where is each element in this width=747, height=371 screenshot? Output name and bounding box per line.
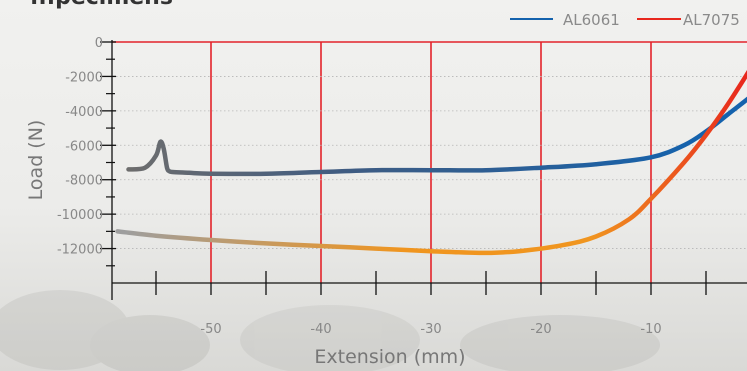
y-tick-label--4000: -4000 [65, 105, 103, 120]
y-axis-ticks: 0 -2000 -4000 -6000 -8000 -10000 -12000 [57, 36, 116, 267]
grid-lines [112, 41, 747, 283]
x-tick-label--20: -20 [530, 322, 551, 337]
x-tick-label--30: -30 [420, 322, 441, 337]
y-tick-label--10000: -10000 [57, 208, 103, 223]
y-tick-label--8000: -8000 [65, 174, 103, 189]
horizontal-dotted-gridlines [112, 76, 747, 249]
series-line-al7075 [115, 70, 747, 256]
y-tick-label--6000: -6000 [65, 139, 103, 154]
x-axis-ticks: -50-40-30-20-100 [155, 271, 707, 337]
y-tick-label--2000: -2000 [65, 70, 103, 85]
chart-title: ...pecimens [30, 0, 173, 10]
series-lines [115, 70, 747, 256]
legend-label-al6061: AL6061 [563, 11, 620, 29]
x-tick-label--40: -40 [310, 322, 331, 337]
x-axis-title: Extension (mm) [314, 346, 465, 368]
series-line-al6061 [126, 96, 747, 177]
y-axis-title: Load (N) [25, 120, 47, 201]
y-tick-label-0: 0 [95, 36, 103, 51]
x-tick-label--50: -50 [200, 322, 221, 337]
x-tick-label--10: -10 [640, 322, 661, 337]
legend-label-al7075: AL7075 [683, 11, 740, 29]
y-tick-label--12000: -12000 [57, 243, 103, 258]
legend: AL6061 AL7075 [510, 11, 740, 29]
background-foliage-texture [0, 290, 660, 371]
axes [111, 40, 747, 300]
